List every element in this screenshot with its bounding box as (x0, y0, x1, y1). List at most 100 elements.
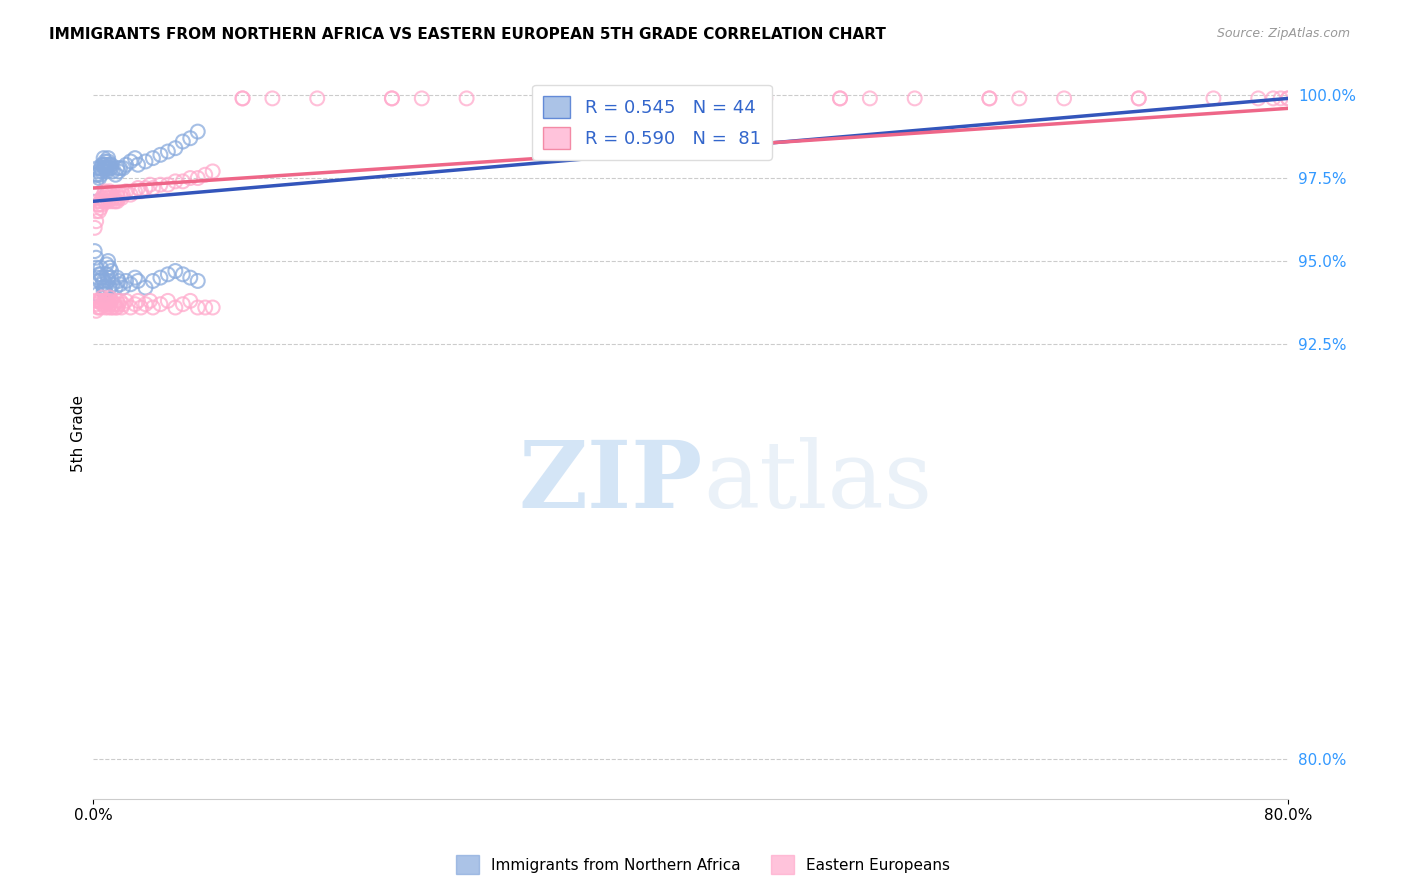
Point (1270, 91, 1292, 105)
Point (124, 184, 146, 198)
Point (89, 204, 111, 219)
Text: IMMIGRANTS FROM NORTHERN AFRICA VS EASTERN EUROPEAN 5TH GRADE CORRELATION CHART: IMMIGRANTS FROM NORTHERN AFRICA VS EASTE… (49, 27, 886, 42)
Point (89, 164, 111, 178)
Point (127, 181, 149, 195)
Point (262, 91, 284, 105)
Point (828, 91, 851, 105)
Point (91, 158, 114, 172)
Point (101, 277, 124, 292)
Point (89, 197, 111, 211)
Point (105, 270, 128, 285)
Point (84, 303, 107, 318)
Point (134, 297, 156, 311)
Point (94, 284, 117, 298)
Point (97, 301, 120, 315)
Point (93, 284, 115, 298)
Point (103, 297, 125, 311)
Point (96, 293, 118, 308)
Point (165, 264, 187, 278)
Point (100, 264, 122, 278)
Point (108, 161, 131, 175)
Point (156, 293, 179, 308)
Point (120, 277, 142, 292)
Point (104, 191, 127, 205)
Point (98, 297, 121, 311)
Point (83, 293, 105, 308)
Point (605, 91, 627, 105)
Point (456, 91, 478, 105)
Point (381, 91, 404, 105)
Point (115, 293, 138, 308)
Point (156, 145, 179, 159)
Point (1263, 91, 1285, 105)
Point (89, 171, 111, 186)
Point (129, 301, 152, 315)
Point (112, 280, 135, 294)
Text: Source: ZipAtlas.com: Source: ZipAtlas.com (1216, 27, 1350, 40)
Point (107, 297, 129, 311)
Point (530, 91, 553, 105)
Point (105, 301, 128, 315)
Point (124, 151, 146, 165)
Point (91, 297, 114, 311)
Point (709, 91, 731, 105)
Point (1053, 91, 1076, 105)
Text: atlas: atlas (703, 437, 932, 526)
Point (110, 301, 132, 315)
Point (98, 158, 121, 172)
Point (91, 270, 114, 285)
Point (97, 158, 120, 172)
Point (134, 280, 156, 294)
Point (84, 204, 107, 219)
Point (94, 301, 117, 315)
Point (201, 301, 224, 315)
Point (100, 161, 122, 175)
Point (91, 277, 114, 292)
Point (90, 260, 112, 275)
Point (127, 158, 149, 172)
Point (172, 297, 194, 311)
Point (98, 161, 121, 175)
Point (86, 168, 108, 182)
Point (381, 91, 404, 105)
Point (124, 297, 146, 311)
Point (232, 91, 254, 105)
Point (100, 194, 122, 209)
Point (108, 187, 131, 202)
Point (172, 174, 194, 188)
Point (94, 287, 117, 301)
Point (100, 270, 122, 285)
Point (83, 181, 105, 195)
Point (93, 293, 115, 308)
Point (86, 197, 108, 211)
Point (115, 274, 138, 288)
Point (83, 244, 105, 258)
Point (828, 91, 851, 105)
Point (530, 91, 553, 105)
Point (104, 301, 127, 315)
Point (105, 187, 128, 202)
Point (194, 168, 217, 182)
Point (84, 214, 107, 228)
Point (108, 293, 131, 308)
Point (149, 297, 172, 311)
Point (84, 251, 107, 265)
Point (1277, 91, 1299, 105)
Point (94, 293, 117, 308)
Point (979, 91, 1001, 105)
Point (84, 174, 107, 188)
Point (859, 91, 882, 105)
Point (86, 301, 108, 315)
Point (96, 297, 118, 311)
Point (93, 151, 115, 165)
Point (172, 268, 194, 282)
Point (94, 161, 117, 175)
Point (90, 161, 112, 175)
Point (187, 301, 209, 315)
Point (97, 151, 120, 165)
Point (179, 293, 201, 308)
Point (127, 293, 149, 308)
Point (149, 148, 172, 162)
Point (86, 161, 108, 175)
Point (112, 187, 135, 202)
